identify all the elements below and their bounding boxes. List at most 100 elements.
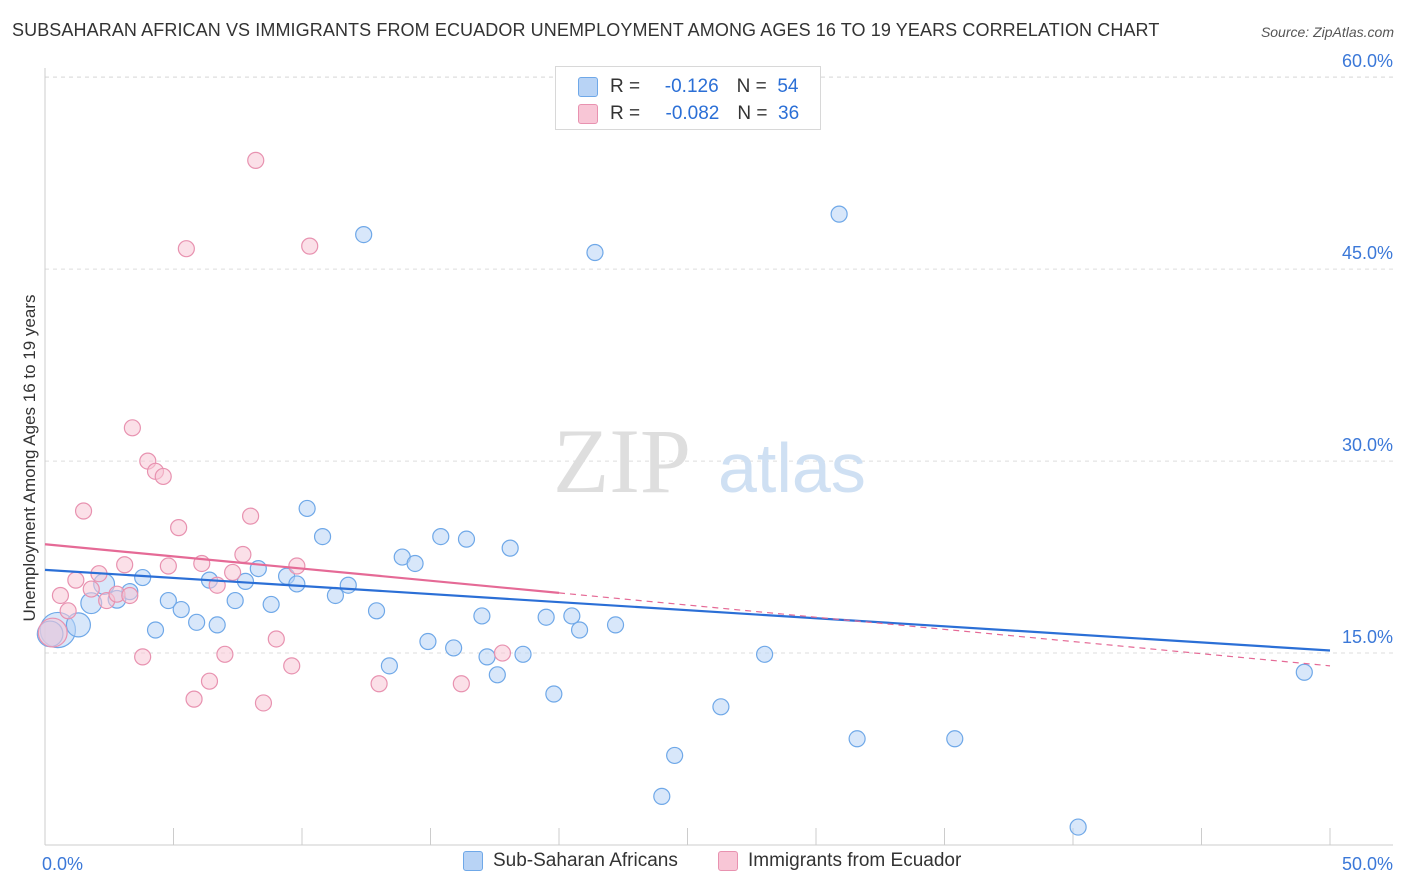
y-tick-label: 30.0% — [1342, 435, 1393, 455]
legend-label-subsaharan: Sub-Saharan Africans — [493, 850, 678, 871]
trend-lines — [44, 543, 1331, 667]
point-subsaharan — [146, 621, 165, 639]
correlation-stats-box: R = -0.126 N = 54 R = -0.082 N = 36 — [555, 66, 821, 130]
stat-n-value-subsaharan: 54 — [777, 76, 799, 97]
point-subsaharan — [1069, 818, 1087, 836]
watermark: ZIP atlas — [553, 410, 866, 512]
point-subsaharan — [298, 499, 316, 518]
y-axis-label: Unemployment Among Ages 16 to 19 years — [20, 294, 39, 622]
point-subsaharan — [563, 607, 581, 625]
point-subsaharan — [570, 621, 589, 639]
point-ecuador — [123, 419, 141, 437]
point-subsaharan — [208, 616, 226, 634]
point-ecuador — [154, 467, 172, 486]
y-tick-label: 60.0% — [1342, 51, 1393, 71]
point-ecuador — [200, 672, 219, 690]
point-subsaharan — [339, 576, 357, 594]
point-subsaharan — [488, 666, 506, 684]
point-subsaharan — [537, 608, 555, 626]
point-subsaharan — [134, 568, 152, 587]
point-subsaharan — [848, 730, 866, 748]
point-ecuador — [121, 586, 139, 605]
point-subsaharan — [755, 645, 774, 663]
axes — [44, 68, 1393, 846]
stat-r-value-subsaharan: -0.126 — [664, 76, 719, 97]
legend-swatch-ecuador — [718, 851, 738, 871]
point-ecuador — [177, 240, 195, 258]
point-ecuador — [224, 563, 242, 582]
point-subsaharan — [65, 612, 92, 638]
point-subsaharan — [262, 595, 280, 614]
source-label: Source: ZipAtlas.com — [1260, 24, 1394, 40]
point-subsaharan — [514, 645, 532, 663]
watermark-zip: ZIP — [553, 410, 691, 512]
point-ecuador — [452, 675, 470, 693]
stat-swatch-subsaharan — [578, 77, 598, 97]
point-subsaharan — [367, 602, 386, 620]
point-subsaharan — [478, 648, 496, 666]
stat-row-subsaharan: R = -0.126 N = 54 — [578, 73, 798, 101]
stat-row-ecuador: R = -0.082 N = 36 — [578, 100, 799, 128]
point-ecuador — [82, 580, 100, 598]
stat-swatch-ecuador — [578, 104, 598, 124]
x-tick-label-max: 50.0% — [1342, 854, 1393, 874]
point-subsaharan — [586, 243, 604, 262]
point-subsaharan — [457, 530, 476, 548]
point-ecuador — [234, 545, 252, 564]
point-subsaharan — [830, 205, 848, 223]
tick-labels: 15.0% 30.0% 45.0% 60.0% 0.0% 50.0% — [42, 51, 1393, 874]
point-ecuador — [247, 151, 265, 169]
stat-n-label: N = — [737, 103, 779, 124]
point-ecuador — [216, 645, 234, 663]
point-subsaharan — [712, 698, 730, 716]
point-subsaharan — [313, 527, 332, 546]
point-subsaharan — [226, 591, 244, 610]
legend-label-ecuador: Immigrants from Ecuador — [748, 850, 962, 871]
stat-r-value-ecuador: -0.082 — [665, 103, 720, 124]
point-subsaharan — [445, 639, 463, 657]
y-tick-label: 45.0% — [1342, 243, 1393, 263]
data-points — [36, 90, 1313, 836]
trend-line-ecuador-extension — [558, 592, 1331, 667]
stat-n-value-ecuador: 36 — [778, 103, 800, 124]
point-subsaharan — [653, 787, 671, 805]
point-subsaharan — [473, 607, 491, 625]
x-tick-label-min: 0.0% — [42, 854, 83, 874]
point-ecuador — [267, 630, 285, 648]
stat-n-label: N = — [736, 76, 778, 97]
y-tick-label: 15.0% — [1342, 627, 1393, 647]
point-subsaharan — [501, 539, 519, 557]
point-ecuador — [74, 502, 93, 520]
stat-r-label: R = — [610, 76, 651, 97]
point-ecuador — [67, 571, 85, 589]
point-ecuador — [116, 556, 134, 574]
point-subsaharan — [606, 616, 625, 634]
legend-item-subsaharan[interactable]: Sub-Saharan Africans — [463, 850, 678, 872]
point-subsaharan — [288, 575, 306, 593]
point-subsaharan — [545, 685, 563, 703]
trend-line-ecuador — [44, 543, 560, 594]
point-ecuador — [170, 519, 188, 537]
point-subsaharan — [419, 632, 437, 651]
point-ecuador — [370, 675, 388, 693]
point-ecuador — [301, 237, 319, 255]
point-subsaharan — [172, 600, 190, 619]
point-ecuador — [254, 694, 273, 712]
point-subsaharan — [666, 746, 684, 765]
stat-r-label: R = — [610, 103, 646, 124]
point-ecuador — [134, 648, 152, 666]
point-ecuador — [159, 557, 177, 575]
point-subsaharan — [1295, 663, 1313, 681]
legend: Sub-Saharan Africans Immigrants from Ecu… — [0, 850, 1406, 880]
legend-swatch-subsaharan — [463, 851, 483, 871]
watermark-atlas: atlas — [718, 429, 866, 507]
chart-title: SUBSAHARAN AFRICAN VS IMMIGRANTS FROM EC… — [12, 20, 1160, 40]
point-ecuador — [51, 586, 70, 605]
gridlines — [45, 76, 1393, 654]
legend-item-ecuador[interactable]: Immigrants from Ecuador — [718, 850, 961, 872]
point-ecuador — [288, 557, 306, 575]
point-subsaharan — [380, 657, 398, 675]
point-subsaharan — [406, 554, 424, 573]
point-ecuador — [59, 602, 77, 620]
